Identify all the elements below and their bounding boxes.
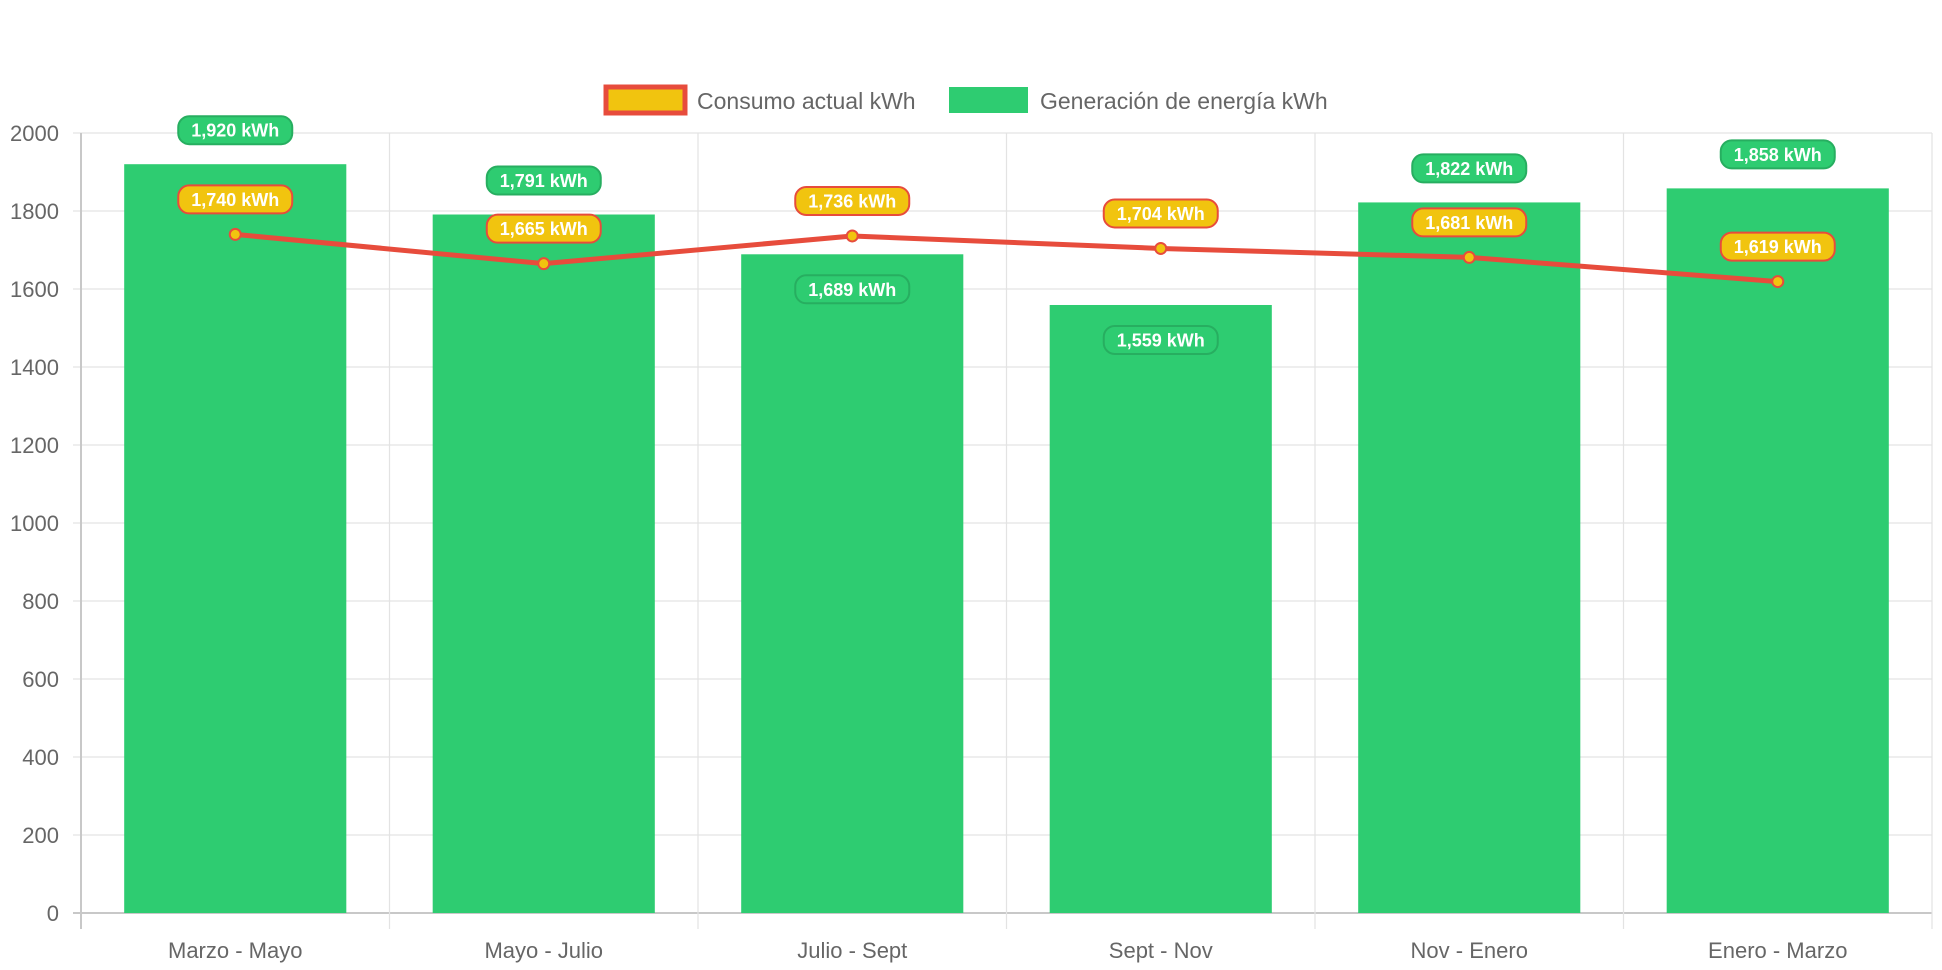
bar[interactable] xyxy=(1666,188,1889,913)
bar-data-label-background xyxy=(177,115,294,146)
bar[interactable] xyxy=(741,254,964,914)
line-data-label-background xyxy=(485,213,602,244)
y-tick-label: 400 xyxy=(22,745,59,770)
bar-data-label-background xyxy=(485,165,602,196)
x-tick-label: Sept - Nov xyxy=(1109,938,1213,963)
bar-series xyxy=(124,164,1889,914)
line-data-label-text: 1,681 kWh xyxy=(1425,213,1513,233)
y-tick-label: 1000 xyxy=(10,511,59,536)
line-data-label: 1,619 kWh xyxy=(1719,231,1836,262)
y-tick-label: 200 xyxy=(22,823,59,848)
legend-swatch-line[interactable] xyxy=(603,84,688,116)
line-point[interactable] xyxy=(1771,275,1785,289)
legend[interactable]: Consumo actual kWh Generación de energía… xyxy=(603,84,1328,116)
line-data-label-text: 1,704 kWh xyxy=(1117,204,1205,224)
axes: 0 200 400 600 800 1000 1200 1400 1600 1800 2000 Mar… xyxy=(10,121,1847,963)
line-data-label-background xyxy=(794,185,911,216)
line-data-label-text: 1,736 kWh xyxy=(808,191,896,211)
legend-swatch-bar[interactable] xyxy=(949,87,1028,113)
line-data-label-text: 1,665 kWh xyxy=(500,219,588,239)
consumption-line xyxy=(232,231,1781,285)
line-point[interactable] xyxy=(1462,250,1476,264)
y-tick-label: 600 xyxy=(22,667,59,692)
x-tick-label: Marzo - Mayo xyxy=(168,938,302,963)
legend-label-bar[interactable]: Generación de energía kWh xyxy=(1040,88,1328,114)
x-tick-label: Julio - Sept xyxy=(797,938,907,963)
line-data-label: 1,665 kWh xyxy=(485,213,602,244)
y-tick-label: 2000 xyxy=(10,121,59,146)
bar-data-label: 1,689 kWh xyxy=(794,274,911,305)
bar-data-label-text: 1,559 kWh xyxy=(1117,330,1205,350)
bar-data-label-background xyxy=(1102,324,1219,355)
x-tick-label: Nov - Enero xyxy=(1411,938,1528,963)
line-data-label-text: 1,740 kWh xyxy=(191,190,279,210)
bar-data-labels: 1,920 kWh 1,791 kWh 1,689 kWh 1,559 kWh 1,82… xyxy=(177,115,1836,355)
line-data-label-background xyxy=(1102,198,1219,229)
y-tick-label: 1400 xyxy=(10,355,59,380)
bar-data-label: 1,791 kWh xyxy=(485,165,602,196)
y-tick-label: 0 xyxy=(47,901,59,926)
bar-data-label: 1,822 kWh xyxy=(1411,153,1528,184)
line-data-label-text: 1,619 kWh xyxy=(1734,237,1822,257)
line-data-label: 1,681 kWh xyxy=(1411,207,1528,238)
bar-data-label-background xyxy=(794,274,911,305)
y-tick-label: 1600 xyxy=(10,277,59,302)
line-data-label: 1,736 kWh xyxy=(794,185,911,216)
line-data-label-background xyxy=(1411,207,1528,238)
bar-data-label: 1,920 kWh xyxy=(177,115,294,146)
line-point[interactable] xyxy=(228,227,242,241)
bar-data-label-background xyxy=(1411,153,1528,184)
bar-data-label-text: 1,858 kWh xyxy=(1734,145,1822,165)
bar-data-label-background xyxy=(1719,139,1836,170)
grid xyxy=(73,132,1933,929)
bar[interactable] xyxy=(1358,202,1581,914)
bar-data-label-text: 1,689 kWh xyxy=(808,280,896,300)
line-data-label: 1,740 kWh xyxy=(177,184,294,215)
line-point[interactable] xyxy=(1154,241,1168,255)
legend-label-line[interactable]: Consumo actual kWh xyxy=(697,88,916,114)
bar-data-label: 1,559 kWh xyxy=(1102,324,1219,355)
line-data-labels: 1,740 kWh 1,665 kWh 1,736 kWh 1,704 kWh 1,68… xyxy=(177,184,1836,262)
bar[interactable] xyxy=(432,214,655,913)
bar-data-label-text: 1,920 kWh xyxy=(191,121,279,141)
x-tick-label: Enero - Marzo xyxy=(1708,938,1847,963)
y-tick-label: 1200 xyxy=(10,433,59,458)
x-tick-label: Mayo - Julio xyxy=(484,938,603,963)
line-data-label: 1,704 kWh xyxy=(1102,198,1219,229)
line-data-label-background xyxy=(1719,231,1836,262)
bar-data-label: 1,858 kWh xyxy=(1719,139,1836,170)
line-series xyxy=(228,227,1785,289)
y-tick-label: 1800 xyxy=(10,199,59,224)
bar[interactable] xyxy=(1049,304,1272,913)
y-tick-label: 800 xyxy=(22,589,59,614)
line-data-label-background xyxy=(177,184,294,215)
line-point[interactable] xyxy=(845,229,859,243)
bar[interactable] xyxy=(124,164,347,913)
line-point[interactable] xyxy=(537,257,551,271)
bar-data-label-text: 1,822 kWh xyxy=(1425,159,1513,179)
bar-data-label-text: 1,791 kWh xyxy=(500,171,588,191)
